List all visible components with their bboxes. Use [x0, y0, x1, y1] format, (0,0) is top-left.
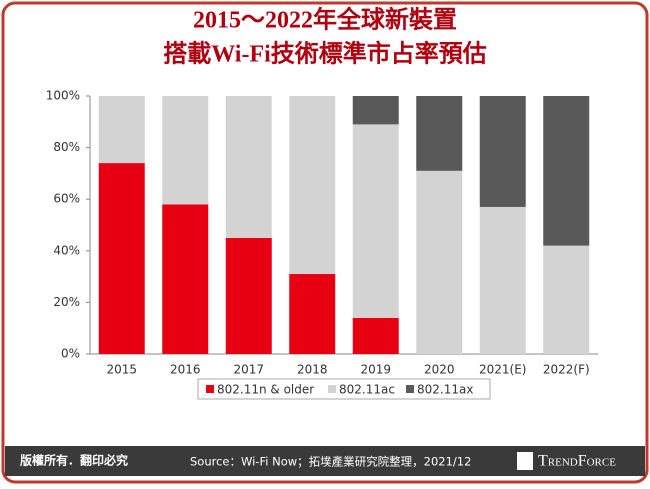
bar-segment: [162, 204, 209, 354]
legend-label: 802.11ax: [417, 383, 473, 397]
y-tick-label: 20%: [53, 295, 80, 309]
footer-brand: TrendForce: [538, 453, 616, 470]
bar-segment: [225, 96, 272, 238]
y-tick-label: 100%: [46, 89, 80, 103]
bar-segment: [225, 237, 272, 354]
bar-segment: [98, 96, 145, 164]
y-tick-label: 0%: [61, 347, 80, 361]
footer-rights: 版權所有．翻印必究: [20, 453, 128, 468]
bar-segment: [98, 163, 145, 354]
legend-label: 802.11ac: [339, 383, 395, 397]
legend-label: 802.11n & older: [217, 383, 314, 397]
x-tick-label: 2017: [233, 363, 264, 377]
footer-bar: [5, 446, 645, 476]
bar-segment: [543, 245, 590, 354]
bar-segment: [479, 96, 526, 207]
bar-segment: [352, 124, 399, 318]
bar-segment: [416, 170, 463, 354]
x-tick-label: 2018: [297, 363, 328, 377]
bar-segment: [352, 96, 399, 125]
x-tick-label: 2016: [170, 363, 201, 377]
chart-title: 2015～2022年全球新裝置: [193, 6, 457, 34]
x-tick-label: 2015: [106, 363, 137, 377]
y-tick-label: 40%: [53, 243, 80, 257]
y-tick-label: 80%: [53, 140, 80, 154]
bar-segment: [289, 274, 336, 354]
bar-segment: [162, 96, 209, 205]
bar-segment: [479, 206, 526, 354]
legend-box: [197, 378, 491, 400]
brand-icon: [517, 452, 533, 470]
chart-title: 搭載Wi-Fi技術標準市占率預估: [163, 40, 487, 68]
legend-swatch: [406, 385, 414, 393]
legend-swatch: [328, 385, 336, 393]
x-tick-label: 2019: [360, 363, 391, 377]
legend-swatch: [206, 385, 214, 393]
x-tick-label: 2021(E): [479, 363, 526, 377]
bar-segment: [289, 96, 336, 275]
footer-source: Source：Wi-Fi Now；拓墣產業研究院整理，2021/12: [190, 455, 471, 469]
bar-segment: [543, 96, 590, 246]
x-tick-label: 2022(F): [543, 363, 590, 377]
y-tick-label: 60%: [53, 192, 80, 206]
bar-segment: [416, 96, 463, 171]
x-tick-label: 2020: [424, 363, 455, 377]
bar-segment: [352, 317, 399, 354]
